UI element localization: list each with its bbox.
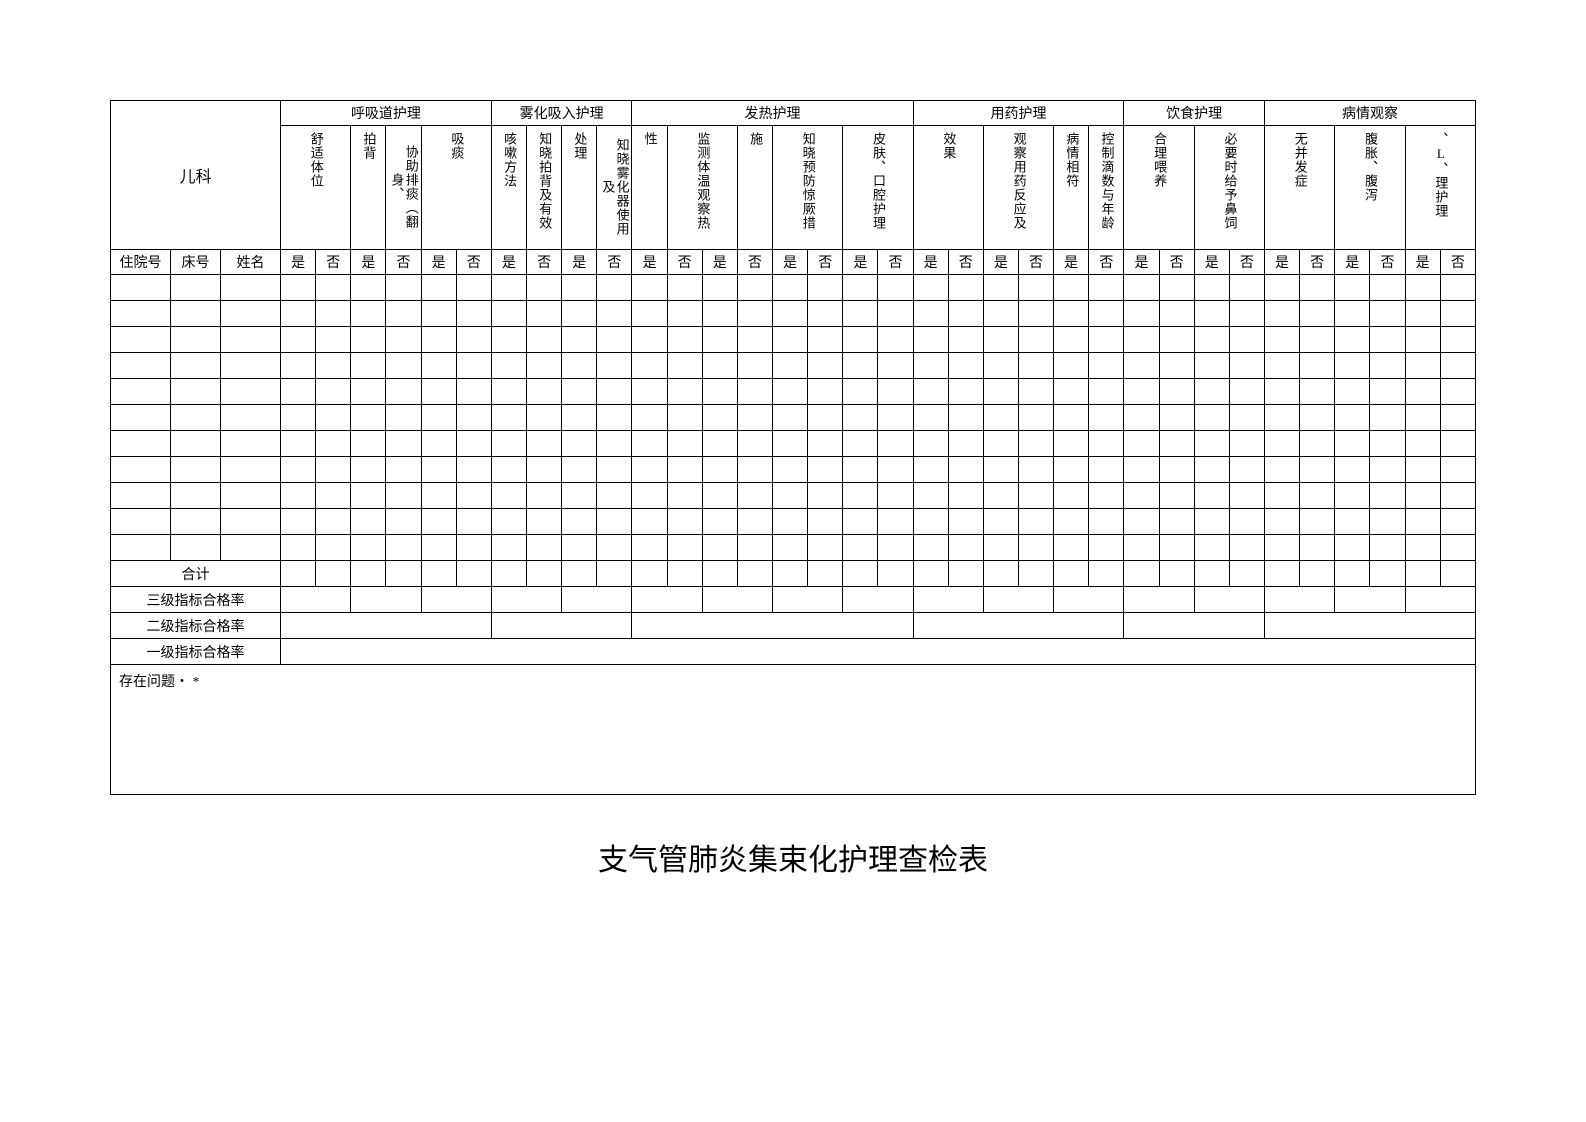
group-diet: 饮食护理 <box>1124 101 1265 126</box>
table-row <box>111 327 1476 353</box>
yn: 是 <box>983 250 1018 275</box>
yn: 是 <box>281 250 316 275</box>
yn: 是 <box>1264 250 1299 275</box>
col-effect: 效果 <box>913 126 983 250</box>
col-feeding: 合理喂养 <box>1124 126 1194 250</box>
table-row <box>111 275 1476 301</box>
criteria-header-row: 舒适体位 拍背 协助排痰（翻身、 吸痰 咳嗽方法 知晓拍背及有效 处理 知晓雾化… <box>111 126 1476 250</box>
col-no-complication: 无并发症 <box>1264 126 1334 250</box>
yn: 否 <box>667 250 702 275</box>
col-condition-match: 病情相符 <box>1054 126 1089 250</box>
col-nasal-feed: 必要时给予鼻饲 <box>1194 126 1264 250</box>
col-shi: 施 <box>737 126 772 250</box>
yn: 否 <box>527 250 562 275</box>
level1-label: 一级指标合格率 <box>111 639 281 665</box>
table-row <box>111 483 1476 509</box>
table-row <box>111 379 1476 405</box>
yn: 否 <box>456 250 491 275</box>
yn: 是 <box>562 250 597 275</box>
table-row <box>111 431 1476 457</box>
col-cough-method: 咳嗽方法 <box>491 126 526 250</box>
table-row <box>111 535 1476 561</box>
yn: 是 <box>1054 250 1089 275</box>
group-nebulization: 雾化吸入护理 <box>491 101 632 126</box>
yn: 是 <box>1124 250 1159 275</box>
col-know-nebulizer: 知晓雾化器使用及 <box>597 126 632 250</box>
table-row <box>111 301 1476 327</box>
col-convulsion: 知晓预防惊厥措 <box>772 126 842 250</box>
col-pat-back: 拍背 <box>351 126 386 250</box>
yn: 否 <box>737 250 772 275</box>
total-label: 合计 <box>111 561 281 587</box>
yn: 否 <box>878 250 913 275</box>
total-row: 合计 <box>111 561 1476 587</box>
level2-row: 二级指标合格率 <box>111 613 1476 639</box>
yn: 是 <box>421 250 456 275</box>
col-temp-monitor: 监测体温观察热 <box>667 126 737 250</box>
yn: 是 <box>1335 250 1370 275</box>
table-row <box>111 405 1476 431</box>
group-medication: 用药护理 <box>913 101 1124 126</box>
yn: 否 <box>948 250 983 275</box>
level3-row: 三级指标合格率 <box>111 587 1476 613</box>
level2-label: 二级指标合格率 <box>111 613 281 639</box>
yn: 否 <box>1159 250 1194 275</box>
level1-row: 一级指标合格率 <box>111 639 1476 665</box>
yn: 否 <box>808 250 843 275</box>
table-row <box>111 509 1476 535</box>
col-drip-control: 控制滴数与年龄 <box>1089 126 1124 250</box>
page-title: 支气管肺炎集束化护理查检表 <box>110 835 1476 879</box>
yn: 是 <box>1405 250 1440 275</box>
issues-row: 存在问题・ * <box>111 665 1476 795</box>
yn: 否 <box>1229 250 1264 275</box>
col-process: 处理 <box>562 126 597 250</box>
col-l-care: 、L、理护理 <box>1405 126 1475 250</box>
col-skin-oral: 皮肤、口腔护理 <box>843 126 913 250</box>
col-abdomen: 腹胀、腹泻 <box>1335 126 1405 250</box>
table-row <box>111 457 1476 483</box>
yn: 是 <box>351 250 386 275</box>
col-med-reaction: 观察用药反应及 <box>983 126 1053 250</box>
yn: 否 <box>1370 250 1405 275</box>
group-respiratory: 呼吸道护理 <box>281 101 492 126</box>
nursing-checklist-table: 儿科 呼吸道护理 雾化吸入护理 发热护理 用药护理 饮食护理 病情观察 舒适体位… <box>110 100 1476 795</box>
issues-cell: 存在问题・ * <box>111 665 1476 795</box>
level3-label: 三级指标合格率 <box>111 587 281 613</box>
yn: 否 <box>386 250 421 275</box>
yn: 否 <box>1300 250 1335 275</box>
yn: 是 <box>913 250 948 275</box>
col-position: 舒适体位 <box>281 126 351 250</box>
yn: 否 <box>1018 250 1053 275</box>
yesno-header-row: 住院号 床号 姓名 是否 是否 是否 是否 是否 是否 是否 是否 是否 是否 … <box>111 250 1476 275</box>
col-xing: 性 <box>632 126 667 250</box>
hdr-bed: 床号 <box>171 250 221 275</box>
col-assist-sputum: 协助排痰（翻身、 <box>386 126 421 250</box>
yn: 是 <box>772 250 807 275</box>
yn: 否 <box>1089 250 1124 275</box>
yn: 是 <box>843 250 878 275</box>
dept-cell: 儿科 <box>111 101 281 250</box>
group-observation: 病情观察 <box>1264 101 1475 126</box>
table-row <box>111 353 1476 379</box>
yn: 是 <box>632 250 667 275</box>
yn: 是 <box>491 250 526 275</box>
yn: 否 <box>1440 250 1475 275</box>
group-fever: 发热护理 <box>632 101 913 126</box>
col-suction: 吸痰 <box>421 126 491 250</box>
yn: 否 <box>316 250 351 275</box>
group-header-row: 儿科 呼吸道护理 雾化吸入护理 发热护理 用药护理 饮食护理 病情观察 <box>111 101 1476 126</box>
yn: 是 <box>702 250 737 275</box>
hdr-name: 姓名 <box>221 250 281 275</box>
col-know-pat-back: 知晓拍背及有效 <box>527 126 562 250</box>
yn: 是 <box>1194 250 1229 275</box>
hdr-id: 住院号 <box>111 250 171 275</box>
yn: 否 <box>597 250 632 275</box>
